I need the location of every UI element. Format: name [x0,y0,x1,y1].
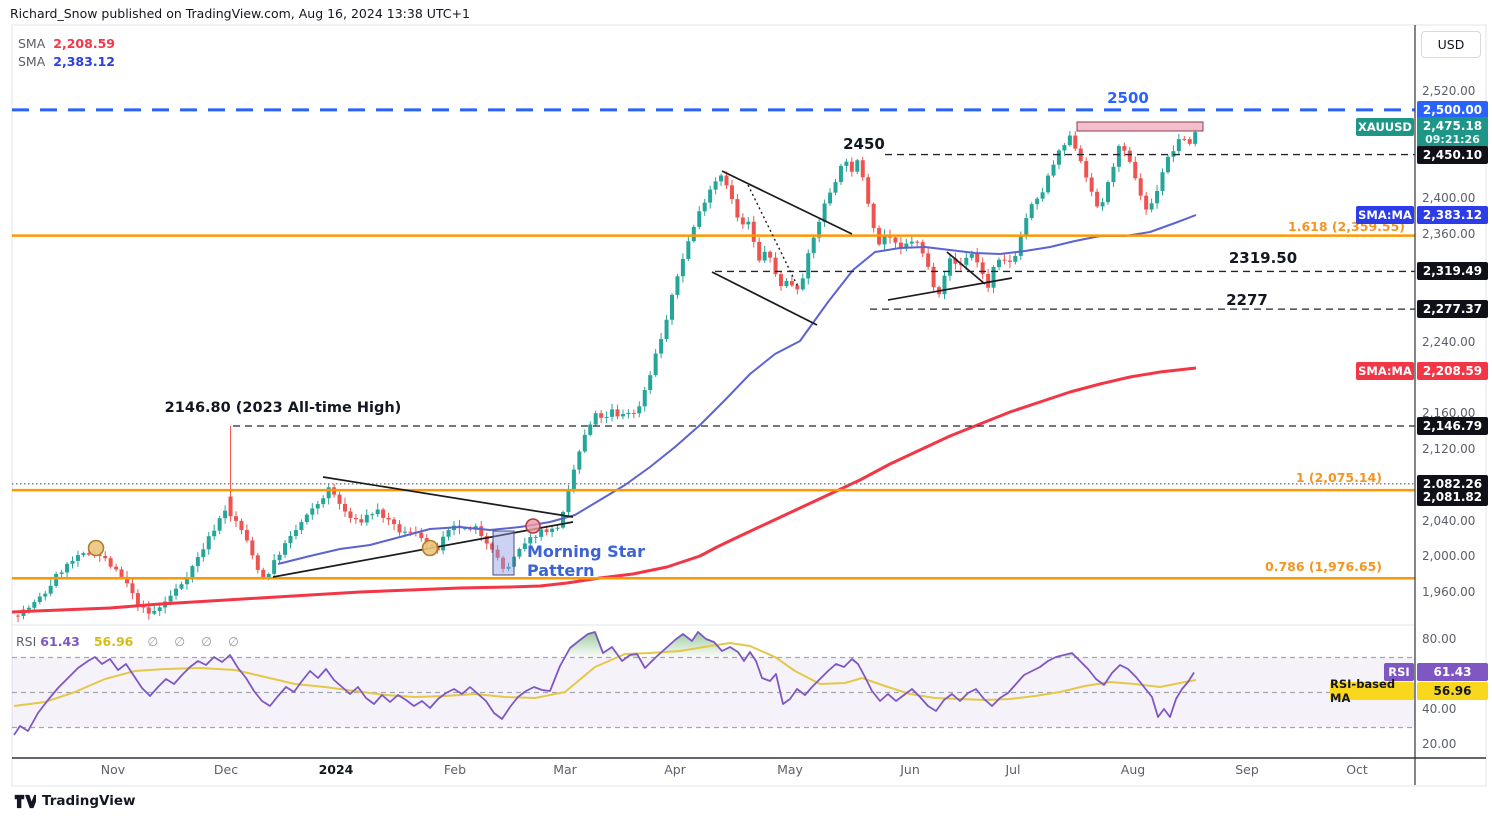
rsi-ma-line [13,642,1197,707]
chart-frame [11,24,1487,787]
price-pane[interactable] [12,108,1415,623]
countdown-timer: 09:21:26 [1425,132,1480,146]
axis-price-badge: 2,277.37 [1417,300,1488,319]
rsi-label: RSI [16,634,37,649]
price-tick-label: 2,400.00 [1422,191,1476,206]
price-tick-label: 2,160.00 [1422,406,1476,421]
price-tick-label: 2,040.00 [1422,513,1476,528]
sma1-value: 2,208.59 [53,36,115,51]
drawing-circle-marker [87,539,105,557]
axis-price-badge: 2,475.18 09:21:26 [1417,116,1488,148]
rsi-legend-row[interactable]: RSI 61.43 56.96 ∅ ∅ ∅ ∅ [16,634,245,649]
rsi-line [13,631,1195,736]
sma1-legend-row[interactable]: SMA 2,208.59 [18,36,115,51]
sma-200-line [12,366,1197,614]
rsi-tick-label: 40.00 [1422,702,1457,716]
series-tag-label: RSI [1384,663,1414,682]
rsi-empty-slots: ∅ ∅ ∅ ∅ [147,634,245,649]
rsi-tick-label: 20.00 [1422,737,1457,751]
price-tick-label: 2,240.00 [1422,334,1476,349]
price-tick-label: 2,000.00 [1422,549,1476,564]
axis-price-badge: 2,208.59 [1417,361,1488,380]
trendline [721,170,853,235]
trendline [711,271,818,326]
series-tag-label: SMA:MA [1356,205,1414,224]
axis-price-badge: 2,081.82 [1417,488,1488,506]
rsi-value: 61.43 [40,634,80,649]
sma2-label: SMA [18,54,46,69]
trendline [322,476,574,518]
axis-price-badge: 2,500.00 [1417,100,1488,119]
rsi-tick-label: 80.00 [1422,632,1457,646]
rsi-pane[interactable] [12,631,1415,736]
axis-price-badge: 2,319.49 [1417,262,1488,281]
series-tag-label: SMA:MA [1356,361,1414,380]
axis-price-badge: 2,383.12 [1417,205,1488,224]
sma1-label: SMA [18,36,46,51]
currency-toggle-button[interactable]: USD [1421,31,1481,58]
sma2-legend-row[interactable]: SMA 2,383.12 [18,54,115,69]
tradingview-branding[interactable]: TradingView [14,793,136,809]
tradingview-logo-icon [14,794,36,808]
axis-price-badge: 2,450.10 [1417,145,1488,164]
price-tick-label: 1,960.00 [1422,585,1476,600]
drawing-circle-marker [421,539,439,557]
rsi-ma-value: 56.96 [93,634,134,649]
series-tag-label: XAUUSD [1356,118,1414,137]
publication-title: Richard_Snow published on TradingView.co… [10,6,470,21]
axis-price-badge: 61.43 [1417,663,1488,682]
rsi-band [12,657,1415,728]
tradingview-logo-text: TradingView [42,793,136,809]
price-tick-label: 2,360.00 [1422,227,1476,242]
sma2-value: 2,383.12 [53,54,115,69]
price-tick-label: 2,520.00 [1422,84,1476,98]
axis-price-badge: 56.96 [1417,682,1488,700]
series-tag-label: RSI-based MA [1330,677,1414,705]
trendline [887,277,1013,301]
axis-price-badge: 2,146.79 [1417,417,1488,436]
drawing-rectangle [1076,121,1204,132]
trendline [747,184,799,288]
drawing-rectangle [492,530,515,576]
rsi-overbought-shade [564,632,620,658]
price-tick-label: 2,120.00 [1422,442,1476,456]
sma-50-line [277,214,1197,565]
candlestick-series [16,128,1198,623]
drawing-circle-marker [525,518,541,534]
trendline [946,251,986,285]
